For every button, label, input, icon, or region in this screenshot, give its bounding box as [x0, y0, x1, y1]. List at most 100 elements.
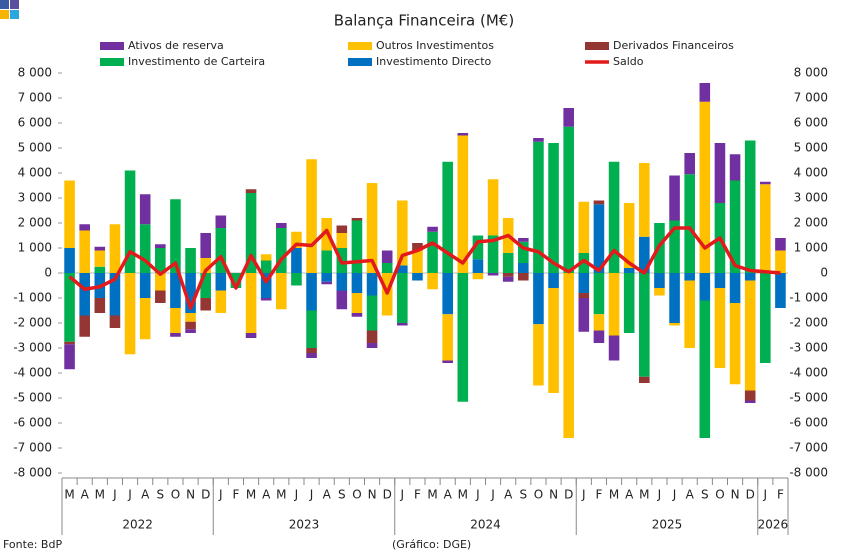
bar	[185, 248, 196, 273]
bar	[729, 180, 741, 273]
bar	[79, 273, 90, 316]
bar	[563, 273, 574, 438]
bar	[155, 244, 166, 248]
x-tick-label: M	[95, 488, 105, 502]
bar	[306, 353, 317, 358]
bar	[639, 163, 650, 237]
bar	[185, 329, 196, 333]
bar	[276, 228, 287, 273]
bar	[139, 273, 151, 298]
bar	[533, 138, 544, 142]
bar	[412, 250, 423, 273]
bar	[518, 241, 529, 263]
bar	[64, 344, 75, 370]
bar	[79, 224, 90, 231]
bar	[775, 273, 786, 308]
bar	[109, 224, 121, 273]
bar	[321, 273, 332, 282]
bar	[457, 135, 469, 273]
bar	[744, 280, 756, 391]
x-tick-label: O	[171, 488, 180, 502]
y-tick-label: 0	[44, 266, 52, 280]
legend-swatch	[348, 58, 372, 66]
bar	[744, 400, 756, 403]
x-tick-label: D	[383, 488, 392, 502]
bar	[502, 276, 514, 282]
x-tick-label: D	[201, 488, 210, 502]
bar	[684, 280, 695, 348]
x-tick-label: J	[400, 488, 405, 502]
bar	[306, 310, 317, 348]
bar	[760, 273, 771, 363]
y-tick-label: 4 000	[18, 166, 52, 180]
bar	[578, 293, 590, 298]
bar	[669, 220, 680, 273]
y2-tick-label: 4 000	[794, 166, 828, 180]
legend-label: Ativos de reserva	[128, 39, 224, 52]
bar	[200, 233, 211, 258]
bar	[155, 273, 166, 291]
y2-tick-label: 1 000	[794, 241, 828, 255]
bar	[336, 290, 348, 310]
bar	[533, 141, 544, 273]
bar	[94, 266, 106, 273]
bar	[578, 298, 590, 332]
y-tick-label: 6 000	[18, 116, 52, 130]
y2-tick-label: -3 000	[789, 341, 828, 355]
bar	[291, 273, 302, 286]
y-tick-label: -6 000	[13, 416, 52, 430]
x-tick-label: M	[458, 488, 468, 502]
bar	[64, 341, 75, 345]
legend-swatch	[100, 58, 124, 66]
bar	[578, 201, 590, 253]
legend-swatch	[348, 42, 372, 50]
bar	[276, 273, 287, 310]
bar	[351, 220, 363, 273]
x-tick-label: N	[549, 488, 558, 502]
bar	[457, 273, 469, 402]
bar	[230, 273, 242, 288]
bar	[669, 175, 680, 221]
bar	[578, 253, 590, 273]
bar	[548, 288, 559, 393]
bar	[94, 246, 106, 251]
y2-tick-label: 2 000	[794, 216, 828, 230]
bar	[366, 273, 378, 296]
bar	[699, 83, 711, 102]
bar	[608, 273, 620, 336]
y-tick-label: -7 000	[13, 441, 52, 455]
legend-swatch	[585, 42, 609, 50]
y-tick-label: 2 000	[18, 216, 52, 230]
bar	[714, 143, 726, 203]
x-tick-label: A	[81, 488, 90, 502]
y2-tick-label: 0	[820, 266, 828, 280]
bar	[245, 333, 257, 338]
bar	[351, 273, 363, 293]
bar	[548, 143, 559, 273]
x-tick-label: J	[490, 488, 495, 502]
bar	[260, 260, 272, 273]
bar	[518, 238, 529, 242]
bar	[109, 315, 121, 328]
bar	[170, 199, 181, 273]
x-tick-label: J	[294, 488, 299, 502]
bar	[623, 268, 635, 273]
bar	[442, 360, 453, 363]
bar	[412, 273, 423, 281]
bar	[139, 298, 151, 340]
y-tick-label: -8 000	[13, 466, 52, 480]
bar	[593, 273, 605, 315]
x-tick-label: D	[746, 488, 755, 502]
bar	[744, 273, 756, 281]
bar	[427, 226, 438, 232]
bar	[351, 293, 363, 313]
y2-tick-label: 8 000	[794, 66, 828, 80]
y2-tick-label: 6 000	[794, 116, 828, 130]
bar	[639, 273, 650, 377]
y2-tick-label: 7 000	[794, 91, 828, 105]
bar	[442, 273, 453, 315]
y2-tick-label: 3 000	[794, 191, 828, 205]
x-tick-label: M	[276, 488, 286, 502]
bar	[185, 321, 196, 330]
x-tick-label: A	[686, 488, 695, 502]
